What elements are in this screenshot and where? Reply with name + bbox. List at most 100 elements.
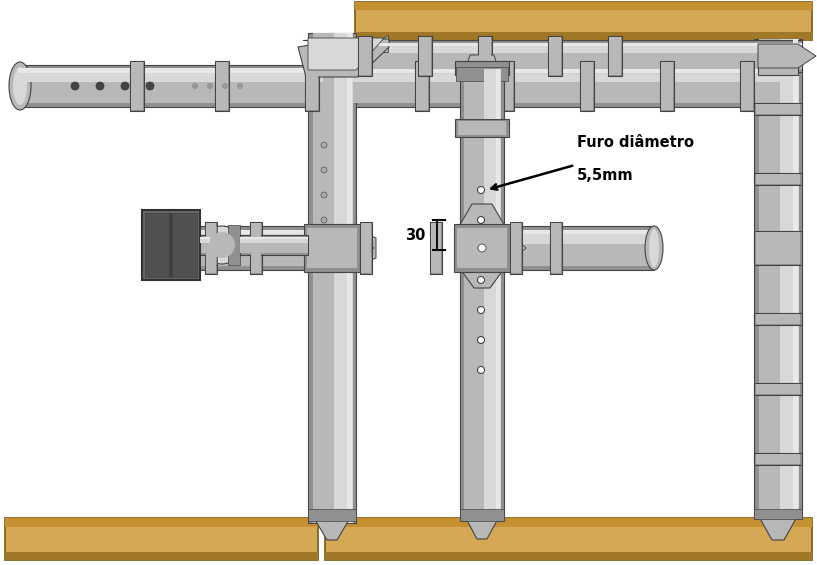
Ellipse shape xyxy=(9,62,31,110)
Bar xyxy=(304,224,360,272)
Bar xyxy=(608,36,622,76)
Bar xyxy=(325,518,812,560)
Bar xyxy=(130,61,144,111)
Polygon shape xyxy=(463,513,501,539)
Polygon shape xyxy=(504,230,526,266)
Bar xyxy=(240,235,308,255)
Bar xyxy=(200,237,210,238)
Bar xyxy=(360,222,372,274)
Bar xyxy=(511,223,521,273)
Circle shape xyxy=(478,244,486,252)
Bar xyxy=(169,213,173,277)
Text: Furo diâmetro: Furo diâmetro xyxy=(577,135,694,150)
Bar xyxy=(460,131,504,521)
Bar xyxy=(313,33,349,523)
Bar xyxy=(335,68,797,82)
Bar xyxy=(5,552,318,560)
Circle shape xyxy=(321,167,327,173)
Bar xyxy=(754,509,802,519)
Bar xyxy=(334,33,353,523)
Bar xyxy=(416,62,428,110)
Ellipse shape xyxy=(645,226,663,270)
Circle shape xyxy=(321,192,327,198)
Circle shape xyxy=(477,367,484,373)
Bar xyxy=(510,222,522,274)
Ellipse shape xyxy=(164,226,182,270)
Bar xyxy=(549,37,561,75)
Ellipse shape xyxy=(13,67,27,105)
Bar xyxy=(306,62,318,110)
Bar xyxy=(205,222,217,274)
Ellipse shape xyxy=(203,226,241,264)
Bar xyxy=(347,33,352,523)
Bar xyxy=(200,235,210,255)
Bar xyxy=(250,222,262,274)
Bar xyxy=(18,68,323,82)
Bar xyxy=(499,226,654,270)
Bar xyxy=(780,39,799,519)
Circle shape xyxy=(71,82,79,90)
Bar xyxy=(661,62,673,110)
Circle shape xyxy=(477,246,484,254)
Bar xyxy=(145,213,197,277)
Bar xyxy=(228,225,240,265)
Bar xyxy=(581,62,593,110)
Bar xyxy=(478,36,492,76)
Bar xyxy=(200,240,210,253)
Bar xyxy=(142,210,200,280)
Bar xyxy=(548,36,562,76)
Bar xyxy=(240,240,308,253)
Bar xyxy=(355,2,812,10)
Bar xyxy=(754,103,802,115)
Bar xyxy=(550,222,562,274)
Bar xyxy=(499,229,654,234)
Bar xyxy=(457,228,507,268)
Polygon shape xyxy=(298,39,389,77)
Bar xyxy=(359,37,371,75)
Bar xyxy=(200,237,210,243)
Polygon shape xyxy=(758,44,816,68)
Bar xyxy=(756,384,800,394)
Bar xyxy=(756,174,800,184)
Bar xyxy=(501,62,513,110)
Bar xyxy=(458,121,506,135)
Circle shape xyxy=(477,276,484,284)
Bar xyxy=(170,226,361,270)
Bar xyxy=(170,229,361,234)
Bar xyxy=(460,509,504,521)
Bar xyxy=(131,62,143,110)
Bar xyxy=(307,228,357,268)
Circle shape xyxy=(321,217,327,223)
Bar xyxy=(308,42,802,46)
Bar xyxy=(759,39,795,519)
Bar xyxy=(499,229,654,244)
Bar xyxy=(464,69,498,119)
Circle shape xyxy=(477,306,484,314)
Circle shape xyxy=(121,82,129,90)
Bar xyxy=(308,33,356,523)
Polygon shape xyxy=(356,228,376,268)
Polygon shape xyxy=(758,515,798,540)
Bar xyxy=(358,36,372,76)
Polygon shape xyxy=(361,35,388,52)
Polygon shape xyxy=(458,266,506,288)
Bar xyxy=(305,61,319,111)
Ellipse shape xyxy=(649,229,659,267)
Circle shape xyxy=(193,84,198,89)
Bar xyxy=(496,131,501,521)
Circle shape xyxy=(146,82,154,90)
Bar xyxy=(580,61,594,111)
Bar xyxy=(18,68,323,72)
Bar xyxy=(754,383,802,395)
Bar xyxy=(756,454,800,464)
Bar xyxy=(431,223,441,273)
Polygon shape xyxy=(308,38,384,70)
Circle shape xyxy=(96,82,104,90)
Bar xyxy=(455,61,509,75)
Bar xyxy=(5,518,318,560)
Polygon shape xyxy=(463,55,501,77)
Bar xyxy=(216,62,228,110)
Bar xyxy=(355,2,812,40)
Bar xyxy=(335,65,797,107)
Bar xyxy=(355,32,812,40)
